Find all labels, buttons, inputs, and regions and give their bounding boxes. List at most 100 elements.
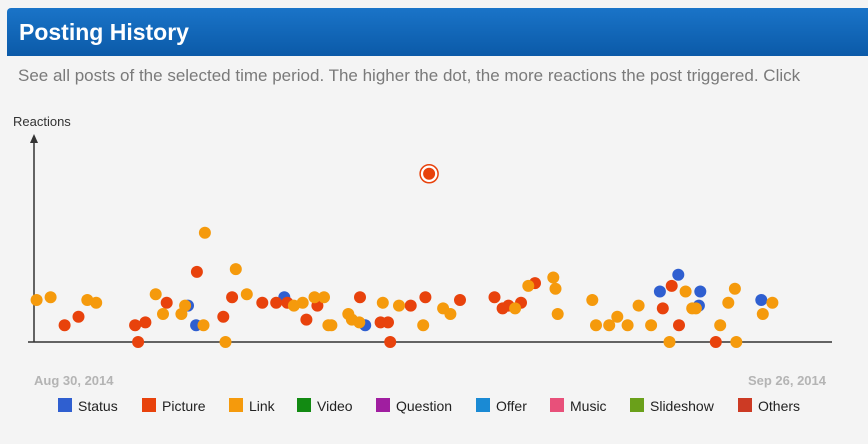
- data-point-picture[interactable]: [132, 336, 145, 348]
- data-point-link[interactable]: [549, 282, 562, 295]
- data-point-picture[interactable]: [665, 279, 678, 292]
- data-point-link[interactable]: [198, 226, 211, 239]
- data-point-status[interactable]: [755, 294, 768, 306]
- legend-swatch: [229, 398, 243, 412]
- data-point-status[interactable]: [653, 285, 666, 298]
- data-point-link[interactable]: [197, 319, 210, 332]
- data-point-link[interactable]: [679, 285, 692, 298]
- data-point-picture[interactable]: [656, 302, 669, 315]
- data-point-link[interactable]: [318, 291, 330, 304]
- data-point-picture[interactable]: [419, 291, 432, 304]
- data-point-link[interactable]: [547, 271, 560, 284]
- legend-item-link[interactable]: Link: [229, 398, 276, 414]
- legend-label: Music: [570, 398, 607, 414]
- data-point-link[interactable]: [90, 296, 103, 309]
- data-point-picture[interactable]: [217, 310, 230, 323]
- data-point-link[interactable]: [509, 302, 522, 315]
- legend-item-slideshow[interactable]: Slideshow: [630, 398, 715, 414]
- x-axis-start-label: Aug 30, 2014: [34, 373, 114, 388]
- data-point-picture[interactable]: [709, 336, 722, 348]
- legend-label: Link: [249, 398, 276, 414]
- data-point-picture[interactable]: [384, 336, 397, 348]
- data-point-link[interactable]: [240, 288, 253, 301]
- data-point-link[interactable]: [417, 319, 430, 332]
- data-point-picture[interactable]: [190, 265, 203, 278]
- data-point-link[interactable]: [149, 288, 162, 301]
- data-point-picture[interactable]: [488, 291, 501, 304]
- data-point-link[interactable]: [219, 336, 232, 348]
- data-point-picture[interactable]: [129, 319, 142, 332]
- legend-label: Slideshow: [650, 398, 715, 414]
- data-point-status[interactable]: [672, 268, 685, 281]
- legend-item-status[interactable]: Status: [58, 398, 118, 414]
- data-point-link[interactable]: [714, 319, 727, 332]
- data-point-link[interactable]: [632, 299, 645, 312]
- data-point-picture[interactable]: [300, 313, 313, 326]
- legend-swatch: [476, 398, 490, 412]
- legend-swatch: [58, 398, 72, 412]
- data-point-link[interactable]: [611, 310, 624, 323]
- data-point-picture[interactable]: [382, 316, 394, 329]
- data-point-picture[interactable]: [404, 299, 417, 312]
- data-point-link[interactable]: [551, 308, 564, 320]
- legend-item-others[interactable]: Others: [738, 398, 800, 414]
- data-point-link[interactable]: [393, 299, 405, 312]
- data-point-link[interactable]: [296, 296, 309, 309]
- data-point-link[interactable]: [728, 282, 741, 295]
- data-points: [30, 167, 779, 348]
- data-point-link[interactable]: [722, 296, 735, 309]
- panel-title: Posting History: [19, 19, 189, 45]
- data-point-link[interactable]: [157, 308, 169, 320]
- data-point-link[interactable]: [308, 291, 321, 304]
- data-point-link[interactable]: [325, 319, 338, 332]
- legend-label: Offer: [496, 398, 527, 414]
- data-point-link[interactable]: [30, 294, 43, 306]
- data-point-link[interactable]: [766, 296, 779, 309]
- data-point-link[interactable]: [376, 296, 389, 309]
- legend-item-offer[interactable]: Offer: [476, 398, 527, 414]
- data-point-picture[interactable]: [673, 319, 685, 332]
- y-axis-arrow-icon: [30, 134, 38, 143]
- legend-item-music[interactable]: Music: [550, 398, 607, 414]
- legend-swatch: [142, 398, 156, 412]
- data-point-picture[interactable]: [139, 316, 152, 329]
- data-point-link[interactable]: [522, 279, 535, 292]
- data-point-link[interactable]: [444, 308, 457, 320]
- data-point-picture[interactable]: [58, 319, 71, 332]
- data-point-picture[interactable]: [423, 167, 436, 180]
- chart-legend: Status Picture Link Video Question Offer Music…: [58, 398, 800, 414]
- data-point-link[interactable]: [603, 319, 616, 332]
- legend-label: Status: [78, 398, 118, 414]
- data-point-picture[interactable]: [270, 296, 283, 309]
- data-point-link[interactable]: [645, 319, 658, 332]
- data-point-link[interactable]: [730, 336, 743, 348]
- data-point-link[interactable]: [586, 294, 599, 306]
- data-point-picture[interactable]: [454, 294, 466, 306]
- legend-item-question[interactable]: Question: [376, 398, 452, 414]
- data-point-link[interactable]: [689, 302, 702, 315]
- legend-swatch: [738, 398, 752, 412]
- legend-item-picture[interactable]: Picture: [142, 398, 206, 414]
- legend-item-video[interactable]: Video: [297, 398, 353, 414]
- legend-swatch: [550, 398, 564, 412]
- panel-header: Posting History: [7, 8, 868, 56]
- panel-description: See all posts of the selected time perio…: [18, 66, 801, 85]
- data-point-link[interactable]: [756, 308, 769, 320]
- data-point-picture[interactable]: [256, 296, 269, 309]
- data-point-link[interactable]: [621, 319, 634, 332]
- data-point-link[interactable]: [353, 316, 366, 329]
- data-point-link[interactable]: [229, 263, 242, 276]
- legend-label: Others: [758, 398, 800, 414]
- data-point-link[interactable]: [44, 291, 57, 304]
- legend-label: Question: [396, 398, 452, 414]
- data-point-picture[interactable]: [354, 291, 366, 304]
- data-point-picture[interactable]: [72, 310, 85, 323]
- data-point-picture[interactable]: [226, 291, 239, 304]
- data-point-status[interactable]: [694, 285, 707, 298]
- data-point-picture[interactable]: [160, 296, 173, 309]
- data-point-link[interactable]: [590, 319, 602, 332]
- legend-swatch: [630, 398, 644, 412]
- data-point-link[interactable]: [663, 336, 676, 348]
- data-point-link[interactable]: [179, 299, 192, 312]
- legend-swatch: [376, 398, 390, 412]
